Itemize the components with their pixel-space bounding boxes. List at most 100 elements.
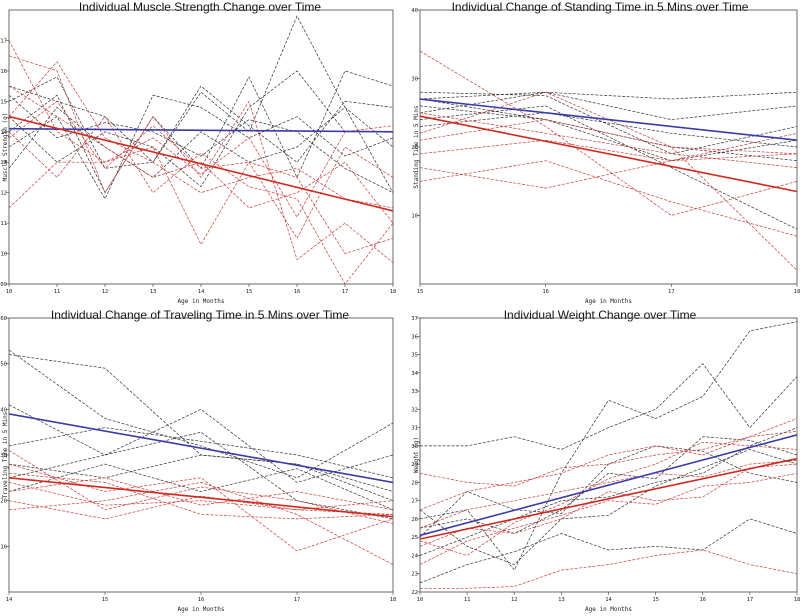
plot-frame	[419, 9, 798, 285]
y-axis-label: Weight (g)	[413, 437, 420, 473]
series-line-individual-14	[9, 482, 393, 511]
chart-traveling-time: 14 15 16 17 18 10 20 30 40 50 60 Age in Months Trave…	[0, 316, 397, 613]
x-tick-label: 16	[542, 289, 549, 295]
x-tick-label: 18	[794, 289, 800, 295]
y-axis-label: Muscle Strength (g)	[2, 113, 9, 182]
chart-muscle-strength: 10 11 12 13 14 15 16 17 18 0.09 0.10 0.11 0.12 0.13 0.…	[0, 9, 396, 305]
series-line-individual-1	[9, 15, 393, 193]
series-line-individual-14	[420, 112, 797, 168]
y-tick-label: 30	[411, 444, 418, 450]
chart-title: Individual Change of Traveling Time in 5…	[50, 308, 350, 322]
x-tick-label: 17	[668, 289, 675, 295]
y-tick-label: 30	[0, 453, 7, 459]
y-tick-label: 20	[411, 145, 418, 151]
y-axis-label: Standing Time in 5 Mins	[413, 105, 420, 188]
series-line-individual-4	[420, 445, 797, 538]
chart-standing-time: 15 16 17 18 10 20 30 40 Age in Months Standing Ti…	[411, 8, 800, 305]
y-tick-label: 35	[411, 353, 418, 359]
x-tick-label: 12	[511, 597, 518, 603]
x-tick-label: 18	[794, 597, 800, 603]
series-line-individual-1	[420, 363, 797, 450]
series-line-individual-12	[9, 482, 393, 565]
y-tick-label: 0.15	[0, 99, 7, 105]
series-line-individual-2	[9, 349, 393, 479]
trend-line-group2-trend	[9, 115, 393, 212]
series-line-individual-6	[9, 463, 393, 511]
chart-panel-standing-time: Individual Change of Standing Time in 5 …	[400, 0, 800, 308]
trend-line-group1-trend	[420, 434, 797, 537]
x-tick-label: 17	[747, 597, 754, 603]
plot-frame	[8, 9, 394, 285]
x-tick-label: 14	[198, 289, 205, 295]
series-line-individual-14	[9, 100, 393, 239]
series-line-individual-8	[420, 50, 797, 216]
series-line-individual-8	[9, 450, 393, 524]
series-line-individual-12	[420, 153, 797, 189]
series-line-individual-10	[420, 119, 797, 155]
y-tick-label: 0.17	[0, 38, 7, 44]
y-tick-label: 27	[411, 499, 418, 505]
x-tick-label: 13	[558, 597, 565, 603]
series-line-individual-10	[9, 85, 393, 224]
x-tick-label: 16	[699, 597, 706, 603]
series-line-individual-7	[420, 98, 797, 162]
series-line-individual-5	[9, 454, 393, 502]
y-tick-label: 33	[411, 389, 418, 395]
series-line-individual-4	[420, 91, 797, 120]
y-tick-label: 50	[0, 362, 7, 368]
series-line-individual-5	[9, 70, 393, 188]
series-line-individual-8	[9, 40, 393, 255]
y-tick-label: 0.12	[0, 191, 7, 197]
series-line-individual-5	[420, 427, 797, 556]
y-tick-label: 30	[411, 77, 418, 83]
series-line-individual-8	[420, 549, 797, 589]
x-axis-label: Age in Months	[585, 606, 632, 613]
series-line-individual-3	[9, 404, 393, 483]
plot-series-group	[9, 15, 393, 284]
series-line-individual-3	[420, 518, 797, 584]
series-line-individual-6	[420, 112, 797, 148]
y-tick-label: 0.16	[0, 69, 7, 75]
series-line-individual-2	[420, 321, 797, 571]
x-tick-label: 15	[246, 289, 253, 295]
chart-title: Individual Muscle Strength Change over T…	[78, 0, 322, 14]
y-tick-label: 0.13	[0, 160, 7, 166]
series-line-individual-13	[420, 472, 797, 565]
plot-series-group	[9, 349, 393, 565]
x-tick-label: 17	[294, 597, 301, 603]
trend-line-group2-trend	[420, 457, 797, 540]
x-tick-label: 15	[102, 597, 109, 603]
series-line-individual-10	[9, 477, 393, 511]
series-line-individual-13	[9, 472, 393, 520]
series-line-individual-4	[9, 427, 393, 479]
y-tick-label: 29	[411, 462, 418, 468]
x-tick-label: 15	[417, 289, 424, 295]
y-tick-label: 10	[0, 544, 7, 550]
series-line-individual-11	[9, 125, 393, 218]
chart-panel-traveling-time: Individual Change of Traveling Time in 5…	[0, 308, 400, 616]
series-line-individual-7	[9, 431, 393, 520]
series-line-individual-12	[420, 463, 797, 547]
y-tick-label: 31	[411, 426, 418, 432]
series-line-individual-11	[420, 460, 797, 529]
y-tick-label: 23	[411, 572, 418, 578]
series-line-individual-13	[420, 160, 797, 237]
x-tick-label: 18	[390, 597, 397, 603]
series-line-individual-11	[420, 132, 797, 162]
y-tick-label: 28	[411, 480, 418, 486]
x-tick-label: 13	[150, 289, 157, 295]
series-line-individual-1	[9, 354, 393, 492]
series-line-individual-7	[420, 449, 797, 566]
y-tick-label: 22	[411, 590, 418, 596]
series-line-individual-13	[9, 115, 393, 284]
series-line-individual-14	[420, 441, 797, 556]
y-tick-label: 0.09	[0, 282, 7, 288]
chart-title: Individual Change of Standing Time in 5 …	[451, 0, 749, 14]
x-tick-label: 11	[464, 597, 471, 603]
y-tick-label: 0.11	[0, 221, 7, 227]
y-tick-label: 26	[411, 517, 418, 523]
y-tick-label: 24	[411, 553, 418, 559]
y-tick-label: 40	[0, 407, 7, 413]
x-tick-label: 11	[54, 289, 61, 295]
chart-weight: 10 11 12 13 14 15 16 17 18 22 23 24 25 26 27 28 29 30 31 32…	[411, 316, 800, 613]
